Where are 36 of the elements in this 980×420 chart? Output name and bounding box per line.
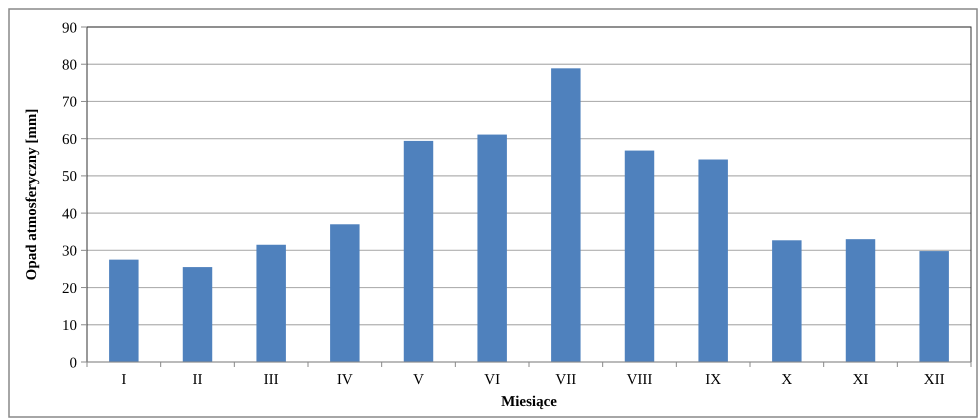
y-tick-label: 50 xyxy=(62,169,77,186)
y-tick-label: 60 xyxy=(62,132,77,148)
bar xyxy=(919,251,949,362)
bar xyxy=(624,150,654,362)
y-axis-title: Opad atmosferyczny [mm] xyxy=(24,108,40,280)
bar xyxy=(551,68,581,362)
y-tick-label: 90 xyxy=(62,20,77,36)
bar xyxy=(404,140,434,362)
y-tick-label: 30 xyxy=(62,244,77,260)
y-tick-label: 80 xyxy=(62,57,77,74)
bar xyxy=(846,239,876,362)
y-tick-label: 20 xyxy=(62,280,77,297)
y-tick-label: 10 xyxy=(62,318,77,334)
bar xyxy=(330,224,360,362)
x-tick-label: II xyxy=(192,372,202,388)
bar xyxy=(698,160,728,362)
x-tick-label: XI xyxy=(852,372,868,388)
x-tick-label: IV xyxy=(336,372,353,388)
x-tick-label: III xyxy=(264,372,279,388)
x-axis-title: Miesiące xyxy=(501,394,558,410)
x-tick-label: V xyxy=(413,372,424,388)
x-tick-label: IX xyxy=(705,372,722,388)
bar xyxy=(182,267,212,362)
y-tick-label: 40 xyxy=(62,206,77,222)
bar xyxy=(477,134,507,362)
x-tick-label: VIII xyxy=(626,372,652,388)
y-tick-label: 0 xyxy=(70,355,77,372)
x-tick-label: I xyxy=(121,372,126,388)
bar xyxy=(109,260,139,362)
bar xyxy=(772,240,802,362)
x-tick-label: VII xyxy=(555,372,576,388)
x-tick-label: VI xyxy=(484,372,500,388)
x-tick-label: X xyxy=(781,372,792,388)
bar xyxy=(256,244,286,362)
y-tick-label: 70 xyxy=(62,94,77,111)
x-tick-label: XII xyxy=(924,372,945,388)
